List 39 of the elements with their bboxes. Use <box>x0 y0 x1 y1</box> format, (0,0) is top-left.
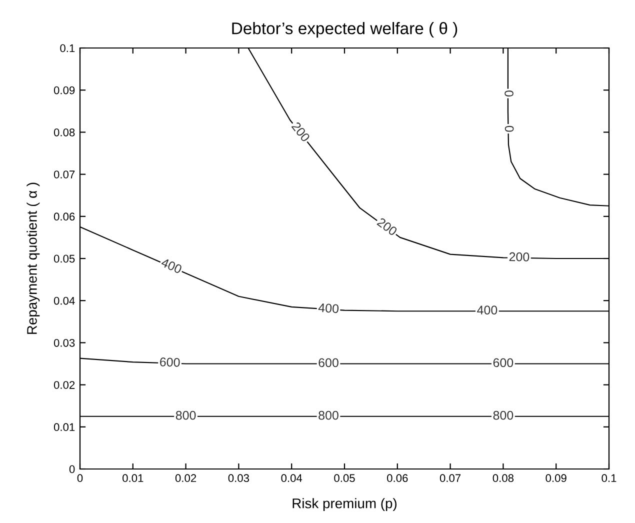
text: 0 <box>504 90 514 97</box>
x-tick-label: 0.07 <box>440 474 461 482</box>
y-tick-label: 0.05 <box>54 254 75 263</box>
text: 200 <box>291 121 310 142</box>
x-tick-label: 0.09 <box>546 474 566 482</box>
text: 400 <box>160 258 182 274</box>
y-tick-label: 0.08 <box>54 128 75 136</box>
y-tick-label: 0.09 <box>54 86 75 94</box>
series-label: 600 <box>160 357 180 367</box>
y-tick-label: 0.07 <box>54 170 75 178</box>
text: 200 <box>376 217 398 236</box>
x-tick-label: 0.1 <box>602 474 616 482</box>
y-axis-title: Repayment quotient ( α ) <box>26 182 40 334</box>
x-tick-label: 0.06 <box>387 474 408 482</box>
y-tick-label: 0.04 <box>54 296 75 305</box>
chart-title: Debtor’s expected welfare ( θ ) <box>232 22 458 38</box>
x-tick-label: 0.01 <box>122 474 144 482</box>
text: 400 <box>477 306 498 314</box>
text: 600 <box>493 358 514 368</box>
x-tick-label: 0.03 <box>228 474 250 482</box>
y-tick-label: 0.1 <box>60 44 75 52</box>
series-label: 400 <box>318 303 339 314</box>
y-tick-label: 0.01 <box>54 423 75 432</box>
x-axis-title: Risk premium (p) <box>292 498 396 512</box>
text: 0 <box>504 126 514 132</box>
x-tick-label: 0.04 <box>281 474 302 482</box>
y-tick-label: 0 <box>69 465 75 474</box>
x-tick-label: 0 <box>77 474 83 482</box>
y-tick-label: 0.06 <box>54 212 75 221</box>
x-tick-label: 0.02 <box>175 474 196 482</box>
text: 800 <box>318 410 338 420</box>
y-tick-label: 0.02 <box>54 381 75 389</box>
text: 200 <box>509 252 530 262</box>
text: 600 <box>318 358 338 368</box>
x-tick-label: 0.08 <box>492 474 514 482</box>
series-label: 800 <box>176 410 196 420</box>
x-tick-label: 0.05 <box>334 474 355 482</box>
text: 800 <box>493 410 514 420</box>
y-tick-label: 0.03 <box>54 338 75 347</box>
